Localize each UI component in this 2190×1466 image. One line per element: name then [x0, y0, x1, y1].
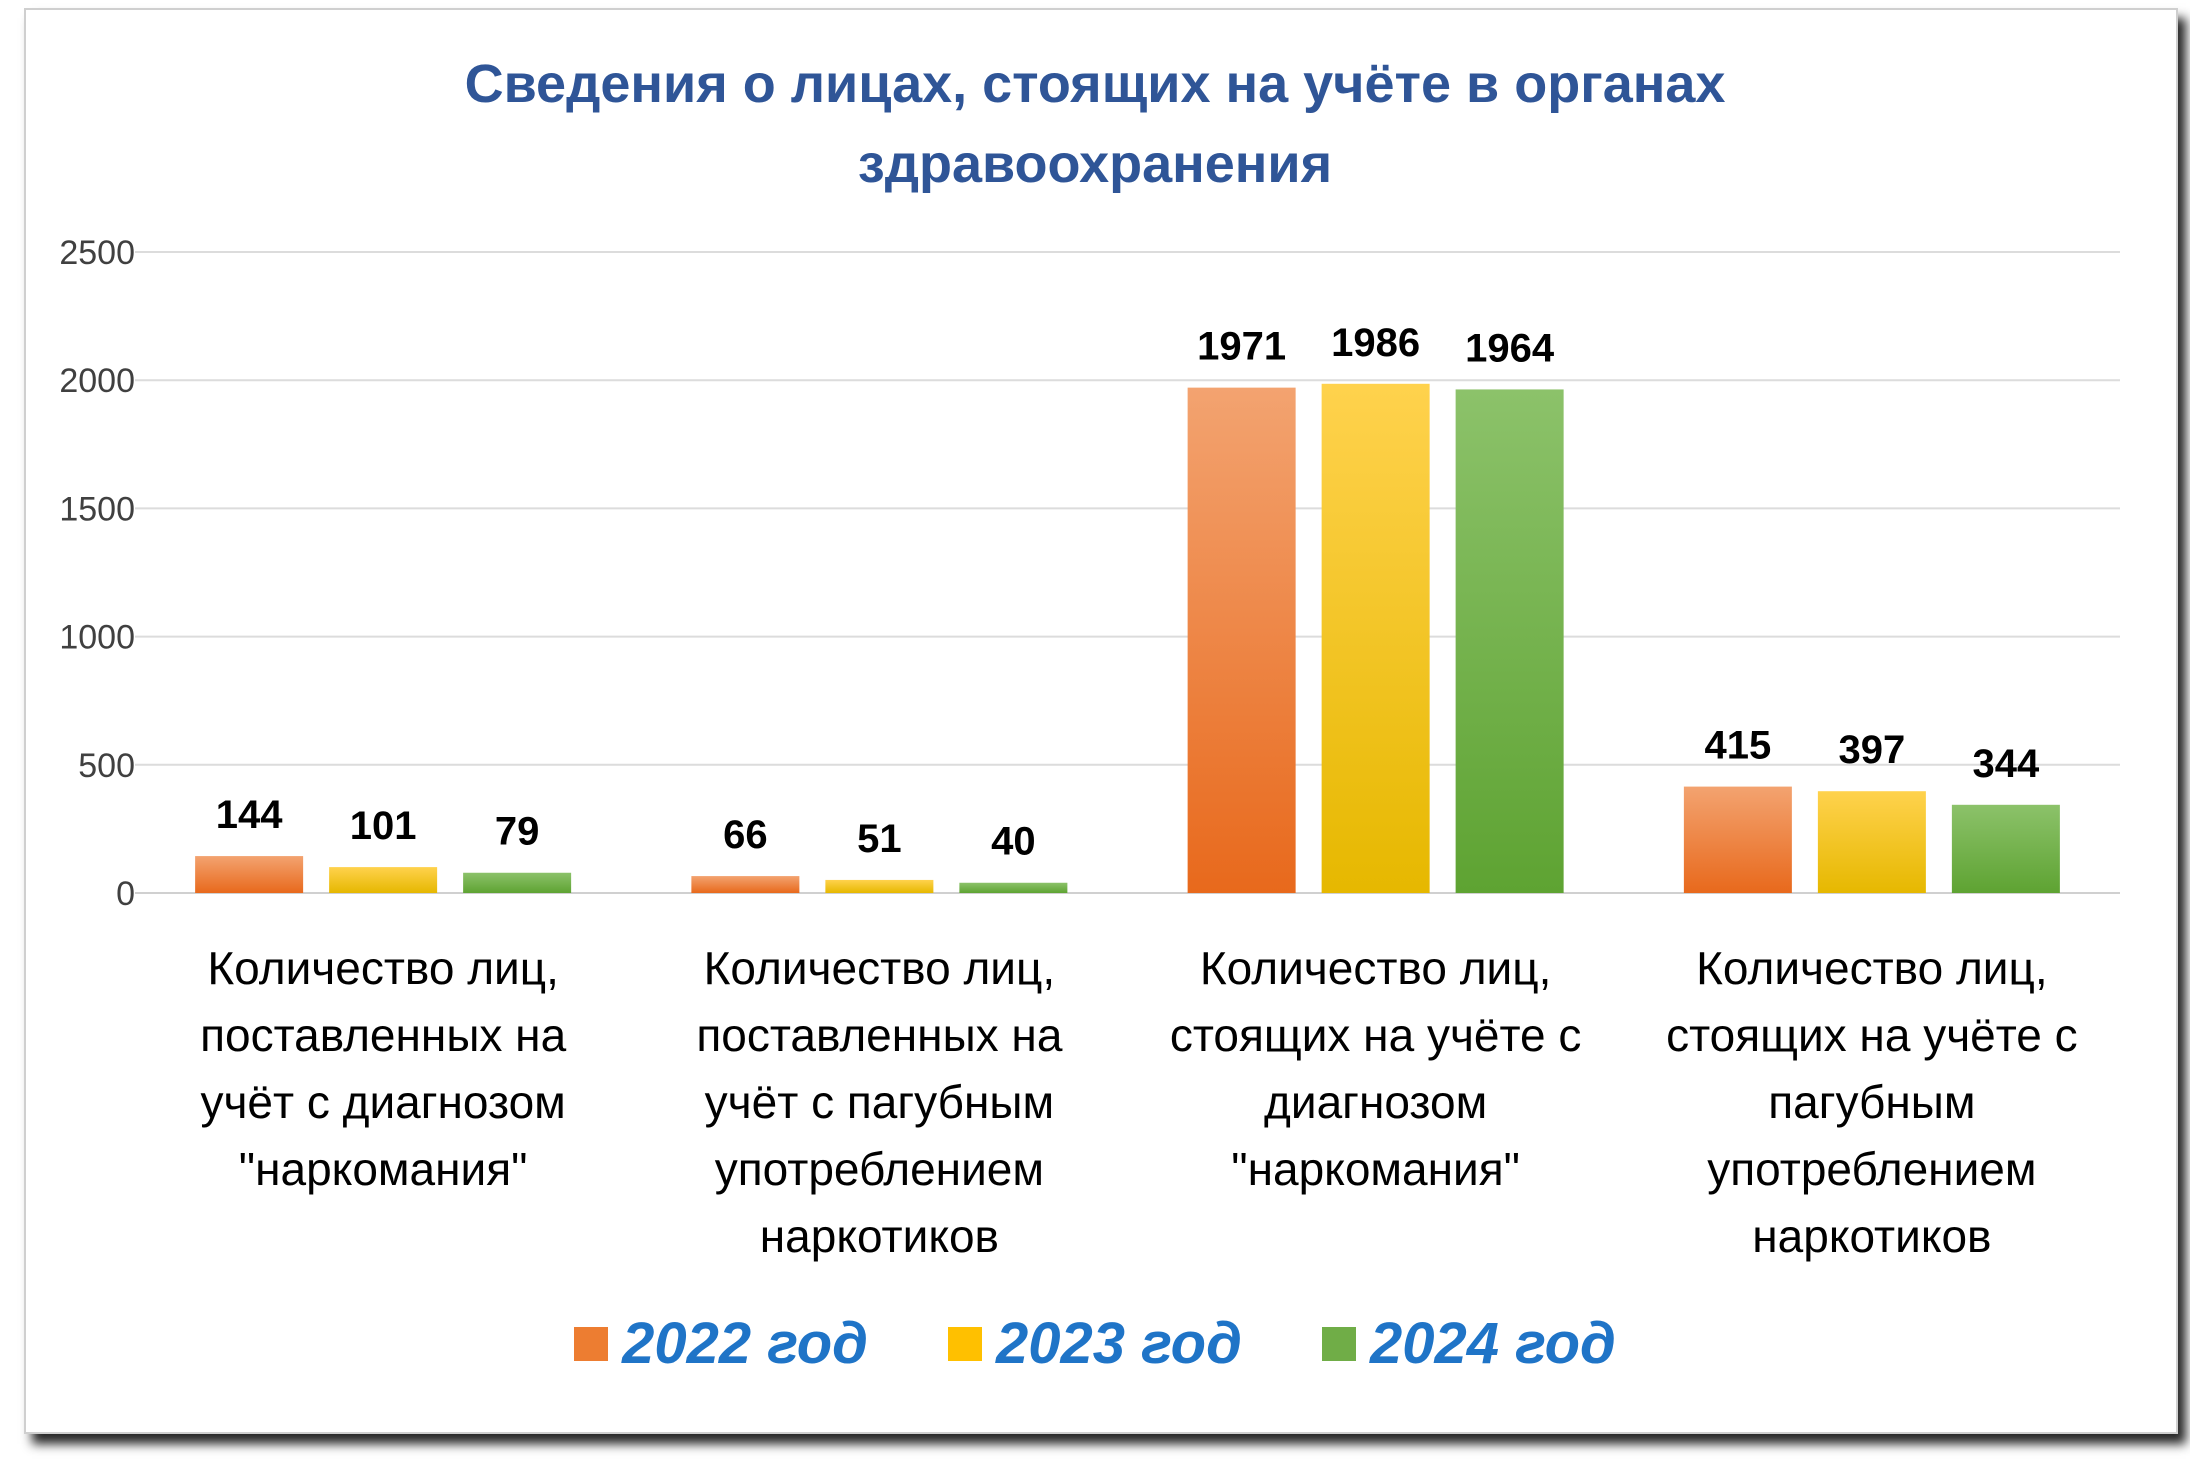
y-tick-label-1000: 1000: [59, 619, 135, 657]
legend-label-1: 2022 год: [622, 1311, 869, 1376]
bar-cat2-2023-год: [825, 879, 934, 893]
legend-swatch-1: [574, 1326, 609, 1361]
y-axis: 0 500 1000 1500 2000 2500: [59, 234, 135, 913]
data-label-cat2-2024-год: 40: [991, 820, 1036, 864]
chart-title: Сведения о лицах, стоящих на учёте в орг…: [0, 44, 2190, 204]
bars: [195, 383, 2060, 893]
data-label-cat1-2023-год: 101: [350, 804, 417, 848]
data-label-cat4-2024-год: 344: [1973, 742, 2040, 786]
bar-cat4-2024-год: [1951, 804, 2060, 893]
bar-cat1-2022-год: [195, 856, 304, 893]
data-label-cat1-2024-год: 79: [495, 810, 540, 854]
legend-swatch-2: [948, 1326, 983, 1361]
data-label-cat4-2022-год: 415: [1705, 724, 1772, 768]
y-tick-label-500: 500: [78, 747, 135, 785]
legend-item-3: 2024 год: [1321, 1310, 1616, 1377]
chart-title-line-1: Сведения о лицах, стоящих на учёте в орг…: [464, 54, 1726, 114]
category-label-4: Количество лиц, стоящих на учёте с пагуб…: [1666, 942, 2078, 1262]
legend-item-1: 2022 год: [574, 1310, 868, 1377]
data-label-cat3-2024-год: 1964: [1465, 326, 1555, 370]
data-label-cat1-2022-год: 144: [216, 793, 283, 837]
data-label-cat2-2022-год: 66: [723, 813, 768, 857]
bar-cat2-2024-год: [959, 882, 1068, 893]
y-tick-label-1500: 1500: [59, 490, 135, 528]
legend-swatch-3: [1321, 1326, 1356, 1361]
bar-cat1-2024-год: [463, 872, 572, 893]
y-tick-label-0: 0: [116, 875, 135, 913]
bar-cat4-2022-год: [1683, 786, 1792, 893]
data-label-cat3-2023-год: 1986: [1331, 321, 1420, 365]
category-label-1: Количество лиц, поставленных на учёт с д…: [200, 942, 567, 1195]
bar-cat3-2022-год: [1187, 387, 1296, 893]
category-label-2: Количество лиц, поставленных на учёт с п…: [696, 942, 1063, 1262]
legend-label-2: 2023 год: [996, 1311, 1242, 1376]
bar-cat3-2023-год: [1321, 383, 1430, 893]
data-label-cat2-2023-год: 51: [857, 817, 902, 861]
category-label-3: Количество лиц, стоящих на учёте с диагн…: [1169, 942, 1582, 1195]
data-label-cat4-2023-год: 397: [1839, 728, 1906, 772]
chart-title-line-2: здравоохранения: [857, 134, 1333, 194]
legend-label-3: 2024 год: [1369, 1311, 1616, 1376]
y-tick-label-2000: 2000: [59, 362, 135, 400]
bar-cat1-2023-год: [329, 867, 438, 893]
bar-cat4-2023-год: [1817, 791, 1926, 893]
y-tick-label-2500: 2500: [59, 234, 135, 272]
chart-card: [24, 8, 2178, 1434]
data-label-cat3-2022-год: 1971: [1197, 325, 1286, 369]
bar-cat2-2022-год: [691, 876, 800, 893]
bar-cat3-2024-год: [1455, 389, 1564, 893]
legend: 2022 год 2023 год 2024 год: [0, 1310, 2190, 1377]
data-labels: 144 101 79 66 51 40 1971 1986 1964 415 397 344: [216, 321, 2040, 864]
legend-item-2: 2023 год: [948, 1310, 1242, 1377]
